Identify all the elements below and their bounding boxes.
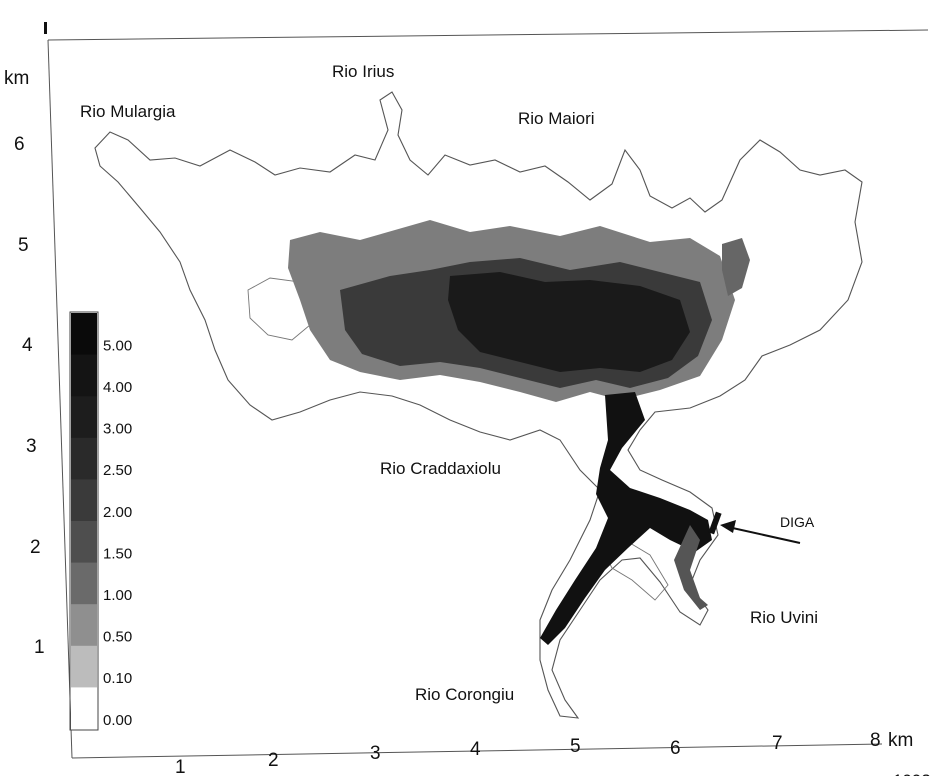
legend-label-4.00: 4.00 <box>103 379 132 396</box>
y-tick-2: 2 <box>30 537 41 558</box>
x-axis-unit: km <box>888 730 913 751</box>
legend-swatch-2.50 <box>71 437 97 480</box>
x-tick-7: 7 <box>772 733 783 754</box>
map-frame <box>47 29 929 759</box>
legend-label-1.00: 1.00 <box>103 587 132 604</box>
legend-label-1.50: 1.50 <box>103 545 132 562</box>
river-label-mulargia: Rio Mulargia <box>80 102 176 121</box>
depth-legend: 5.00 4.00 3.00 2.50 2.00 1.50 1.00 0.50 0.10 0.00 <box>69 311 132 731</box>
legend-label-3.00: 3.00 <box>103 421 132 438</box>
legend-swatch-5.00 <box>71 313 97 356</box>
legend-swatch-1.00 <box>71 562 97 605</box>
y-tick-6: 6 <box>14 134 25 155</box>
y-axis-unit: km <box>4 68 29 89</box>
river-label-maiori: Rio Maiori <box>518 109 595 128</box>
y-axis: km 6 5 4 3 2 1 <box>4 68 45 658</box>
river-label-corongiu: Rio Corongiu <box>415 685 514 704</box>
x-tick-1: 1 <box>175 757 186 776</box>
dam-arrow <box>720 520 801 544</box>
legend-swatch-0.50 <box>71 604 97 647</box>
legend-label-5.00: 5.00 <box>103 337 132 354</box>
legend-swatch-4.00 <box>71 354 97 397</box>
legend-frame <box>69 311 99 731</box>
footer-year-fragment: 1993 <box>893 771 930 776</box>
x-tick-4: 4 <box>470 739 481 760</box>
x-tick-6: 6 <box>670 738 681 759</box>
legend-label-2.00: 2.00 <box>103 504 132 521</box>
depth-fill <box>288 220 750 645</box>
corner-mark <box>44 22 47 34</box>
river-labels: Rio Mulargia Rio Irius Rio Maiori Rio Cr… <box>80 62 818 704</box>
y-tick-4: 4 <box>22 335 33 356</box>
y-tick-3: 3 <box>26 436 37 457</box>
y-tick-1: 1 <box>34 637 45 658</box>
y-tick-5: 5 <box>18 235 29 256</box>
legend-swatch-0.10 <box>71 645 97 688</box>
x-axis: 1 2 3 4 5 6 7 8 km <box>175 730 913 776</box>
legend-swatch-1.50 <box>71 521 97 564</box>
legend-swatch-2.00 <box>71 479 97 522</box>
legend-swatch-0.00 <box>71 687 97 730</box>
legend-label-0.10: 0.10 <box>103 670 132 687</box>
x-tick-2: 2 <box>268 750 279 771</box>
legend-label-0.50: 0.50 <box>103 629 132 646</box>
legend-swatch-3.00 <box>71 396 97 439</box>
dam-marker <box>708 511 722 535</box>
legend-label-0.00: 0.00 <box>103 712 132 729</box>
x-tick-5: 5 <box>570 736 581 757</box>
river-label-craddaxiolu: Rio Craddaxiolu <box>380 459 501 478</box>
x-tick-3: 3 <box>370 743 381 764</box>
river-label-uvini: Rio Uvini <box>750 608 818 627</box>
reservoir-shoreline <box>94 91 863 719</box>
dam-label: DIGA <box>780 514 815 530</box>
x-tick-8: 8 <box>870 730 881 751</box>
river-label-irius: Rio Irius <box>332 62 394 81</box>
legend-label-2.50: 2.50 <box>103 462 132 479</box>
